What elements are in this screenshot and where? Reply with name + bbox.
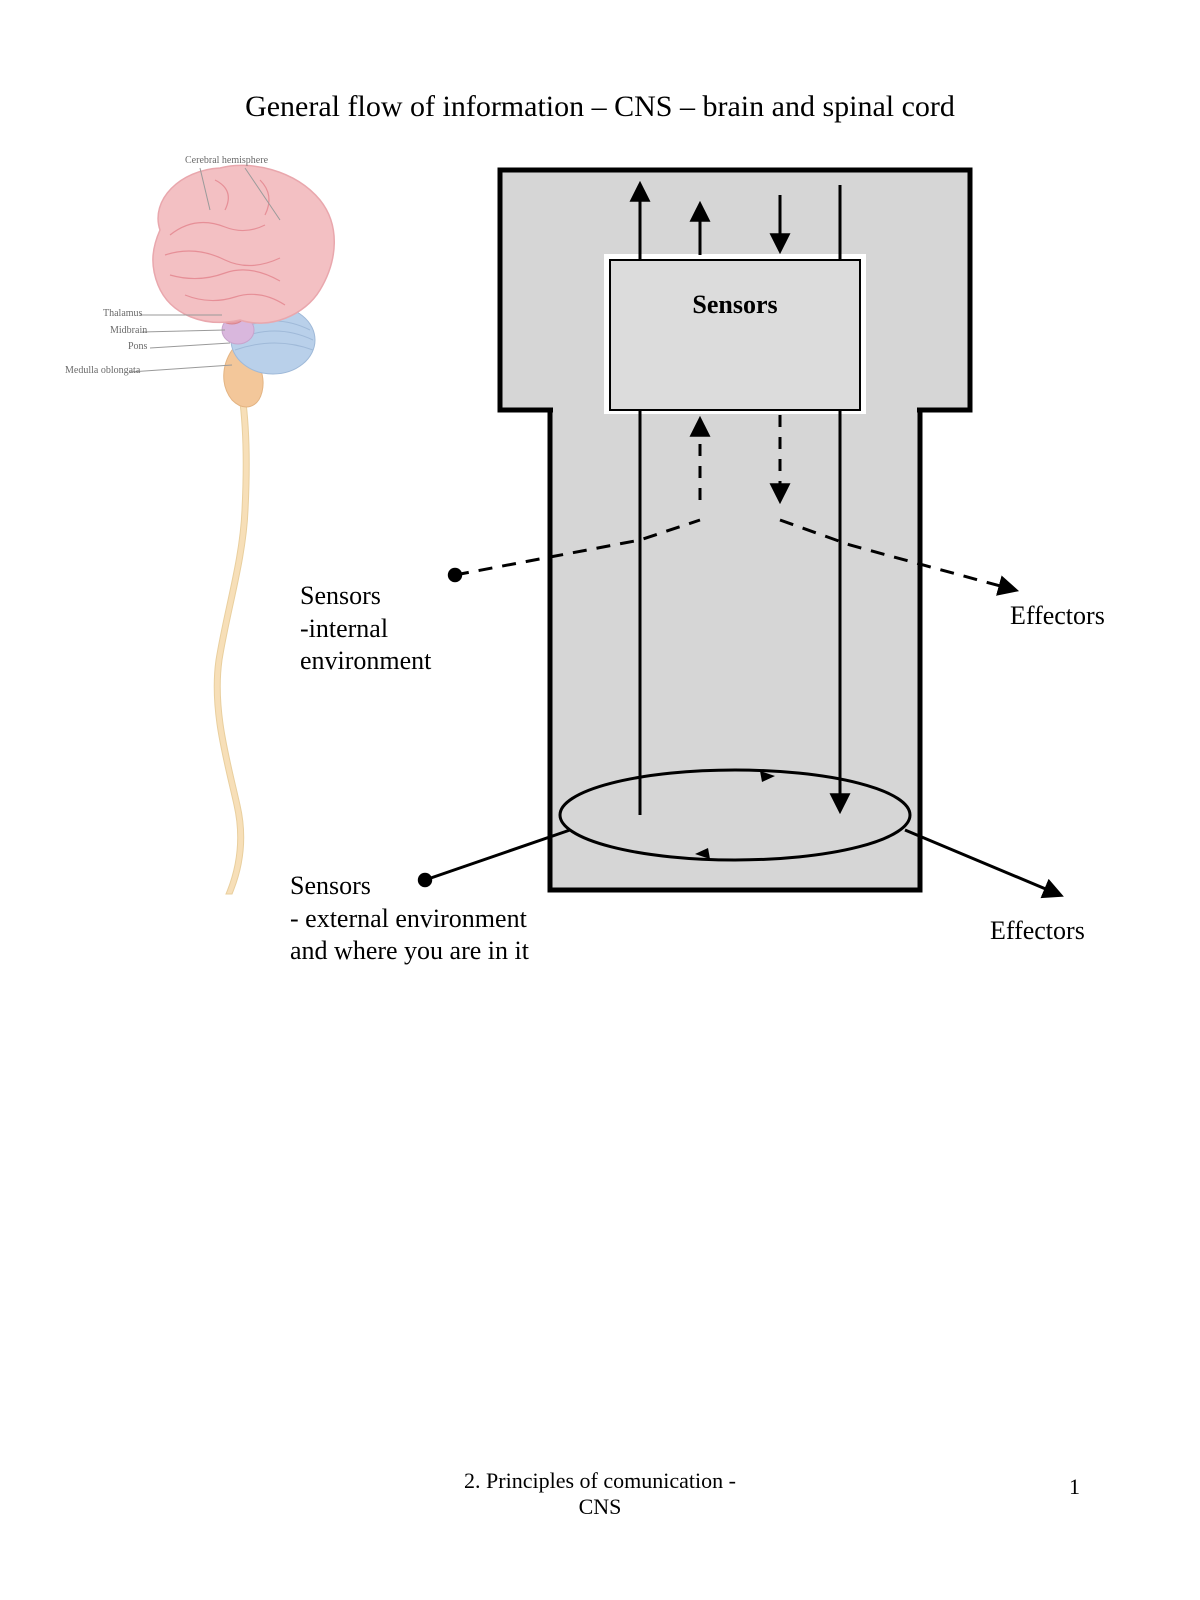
anatomy-label-cerebral: Cerebral hemisphere xyxy=(185,155,268,166)
label-sensors-internal: Sensors -internal environment xyxy=(300,580,431,678)
sensors-box-label: Sensors xyxy=(610,290,860,320)
footer-page-number: 1 xyxy=(1069,1474,1080,1500)
cns-schematic xyxy=(425,170,1060,895)
label-effectors-upper: Effectors xyxy=(1010,600,1105,633)
label-effectors-lower: Effectors xyxy=(990,915,1085,948)
anatomy-label-midbrain: Midbrain xyxy=(110,325,147,336)
anatomy-label-thalamus: Thalamus xyxy=(103,308,142,319)
label-sensors-external: Sensors - external environment and where… xyxy=(290,870,529,968)
footer-center: 2. Principles of comunication - CNS xyxy=(0,1468,1200,1520)
anatomy-label-medulla: Medulla oblongata xyxy=(65,365,140,376)
anatomy-illustration xyxy=(130,165,334,894)
diagram-canvas xyxy=(0,0,1200,1600)
anatomy-label-pons: Pons xyxy=(128,341,147,352)
